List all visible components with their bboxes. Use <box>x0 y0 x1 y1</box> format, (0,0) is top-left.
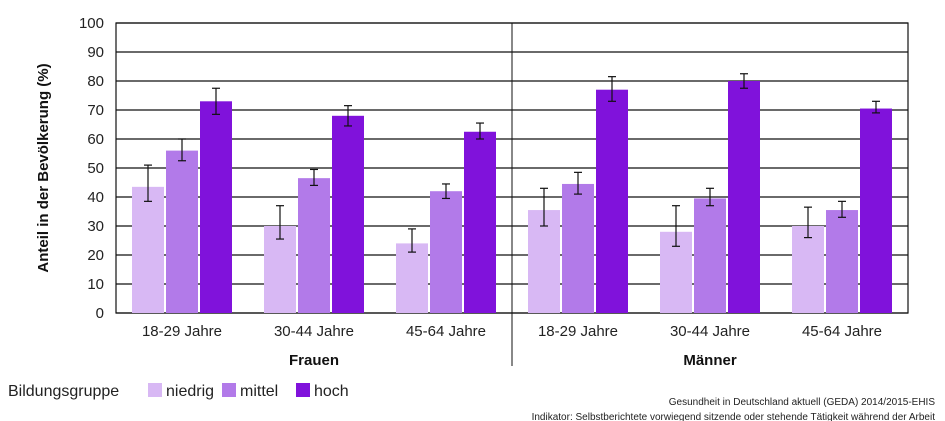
legend-swatch-hoch <box>296 383 310 397</box>
x-category-label: 30-44 Jahre <box>274 323 354 340</box>
x-category-label: 45-64 Jahre <box>802 323 882 340</box>
bar-mittel <box>562 183 594 313</box>
bar-niedrig <box>792 226 824 313</box>
group-label: Frauen <box>289 352 339 369</box>
bar-niedrig <box>528 210 560 313</box>
source-line-1: Gesundheit in Deutschland aktuell (GEDA)… <box>669 397 936 408</box>
bars <box>132 81 892 313</box>
y-tick-label: 0 <box>96 305 104 322</box>
legend-title: Bildungsgruppe <box>8 383 119 400</box>
x-category-label: 45-64 Jahre <box>406 323 486 340</box>
y-tick-label: 10 <box>87 276 104 293</box>
bar-hoch <box>728 81 760 313</box>
bar-mittel <box>166 150 198 313</box>
bar-niedrig <box>132 186 164 313</box>
y-tick-label: 40 <box>87 189 104 206</box>
x-category-label: 18-29 Jahre <box>538 323 618 340</box>
bar-hoch <box>464 131 496 313</box>
bar-niedrig <box>264 226 296 313</box>
group-label: Männer <box>683 352 737 369</box>
x-category-labels: 18-29 Jahre 30-44 Jahre 45-64 Jahre Frauen 1… <box>142 323 882 369</box>
y-tick-label: 50 <box>87 160 104 177</box>
legend-label-hoch: hoch <box>314 383 349 400</box>
bar-mittel <box>298 178 330 313</box>
bar-hoch <box>860 108 892 313</box>
bar-mittel <box>694 198 726 313</box>
legend-label-niedrig: niedrig <box>166 383 214 400</box>
source-line-2: Indikator: Selbstberichtete vorwiegend s… <box>532 412 936 421</box>
bar-hoch <box>200 101 232 313</box>
error-bars <box>144 73 880 253</box>
legend: Bildungsgruppe niedrig mittel hoch <box>8 383 349 400</box>
bar-niedrig <box>396 243 428 313</box>
bar-hoch <box>596 89 628 313</box>
x-category-label: 30-44 Jahre <box>670 323 750 340</box>
y-tick-label: 90 <box>87 44 104 61</box>
bar-hoch <box>332 115 364 313</box>
legend-swatch-mittel <box>222 383 236 397</box>
bar-mittel <box>826 210 858 313</box>
legend-swatch-niedrig <box>148 383 162 397</box>
y-tick-label: 100 <box>79 15 104 32</box>
y-tick-labels: 0 10 20 30 40 50 60 70 80 90 100 <box>79 15 104 322</box>
bar-mittel <box>430 191 462 313</box>
y-tick-label: 20 <box>87 247 104 264</box>
y-tick-label: 70 <box>87 102 104 119</box>
y-tick-label: 30 <box>87 218 104 235</box>
y-axis-label: Anteil in der Bevölkerung (%) <box>35 63 52 272</box>
y-tick-label: 60 <box>87 131 104 148</box>
y-tick-label: 80 <box>87 73 104 90</box>
legend-label-mittel: mittel <box>240 383 278 400</box>
grid-lines <box>115 22 909 366</box>
x-category-label: 18-29 Jahre <box>142 323 222 340</box>
